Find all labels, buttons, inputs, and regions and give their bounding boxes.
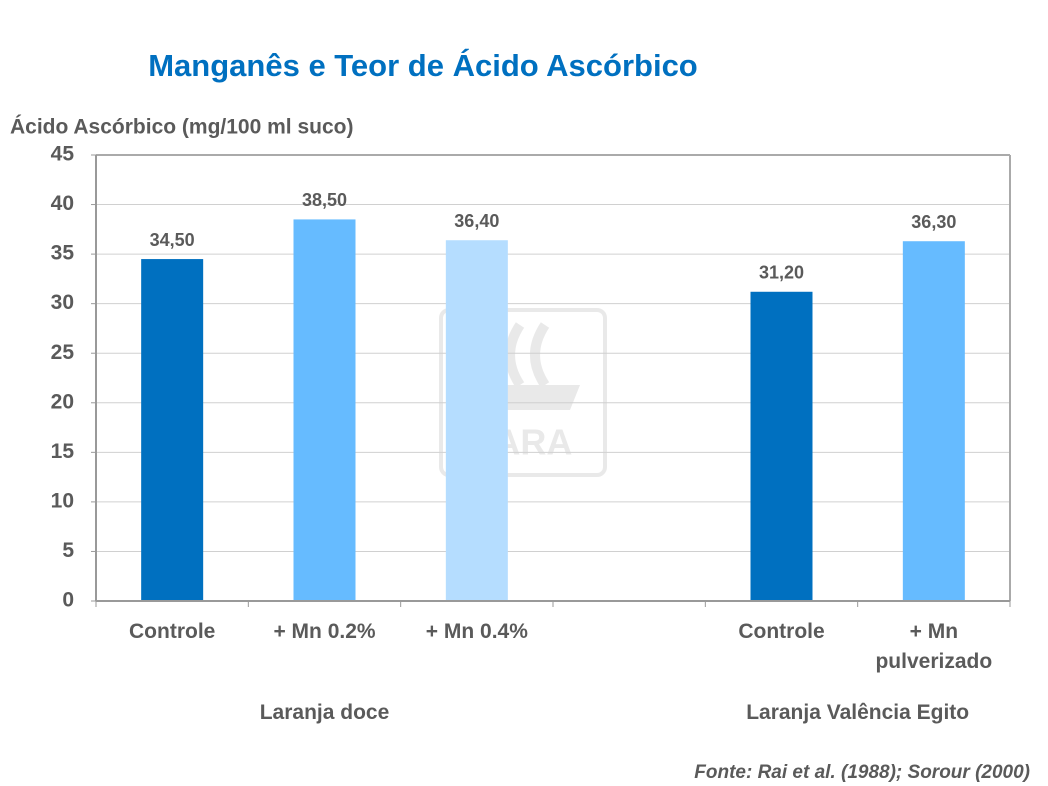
y-tick-label: 10 <box>51 489 74 512</box>
y-tick-label: 25 <box>51 341 75 364</box>
bar <box>445 240 508 602</box>
bar <box>750 291 813 601</box>
x-tick-label: + Mn pulverizado <box>875 620 992 673</box>
value-label: 38,50 <box>302 190 347 210</box>
x-tick-label: Controle <box>129 620 215 643</box>
value-label: 34,50 <box>150 230 195 250</box>
x-tick-label: + Mn 0.4% <box>426 620 528 643</box>
y-tick-label: 5 <box>62 539 74 562</box>
value-label: 31,20 <box>759 263 804 283</box>
source-note: Fonte: Rai et al. (1988); Sorour (2000) <box>694 762 1030 783</box>
y-tick-label: 40 <box>51 192 74 215</box>
bar <box>141 259 204 601</box>
bar <box>902 241 965 601</box>
value-label: 36,40 <box>454 211 499 231</box>
x-tick-label: + Mn 0.2% <box>273 620 375 643</box>
y-tick-label: 0 <box>62 589 74 612</box>
y-tick-label: 20 <box>51 390 74 413</box>
chart-title: Manganês e Teor de Ácido Ascórbico <box>148 48 698 83</box>
bar <box>293 219 356 601</box>
x-tick-label: Controle <box>738 620 824 643</box>
value-label: 36,30 <box>911 212 956 232</box>
group-label: Laranja doce <box>260 701 390 724</box>
y-tick-label: 30 <box>51 291 74 314</box>
y-tick-label: 35 <box>51 242 75 265</box>
y-axis-label: Ácido Ascórbico (mg/100 ml suco) <box>10 116 353 139</box>
group-label: Laranja Valência Egito <box>746 701 969 724</box>
watermark-frame <box>439 308 607 477</box>
y-tick-label: 15 <box>51 440 75 463</box>
y-tick-label: 45 <box>51 143 75 166</box>
